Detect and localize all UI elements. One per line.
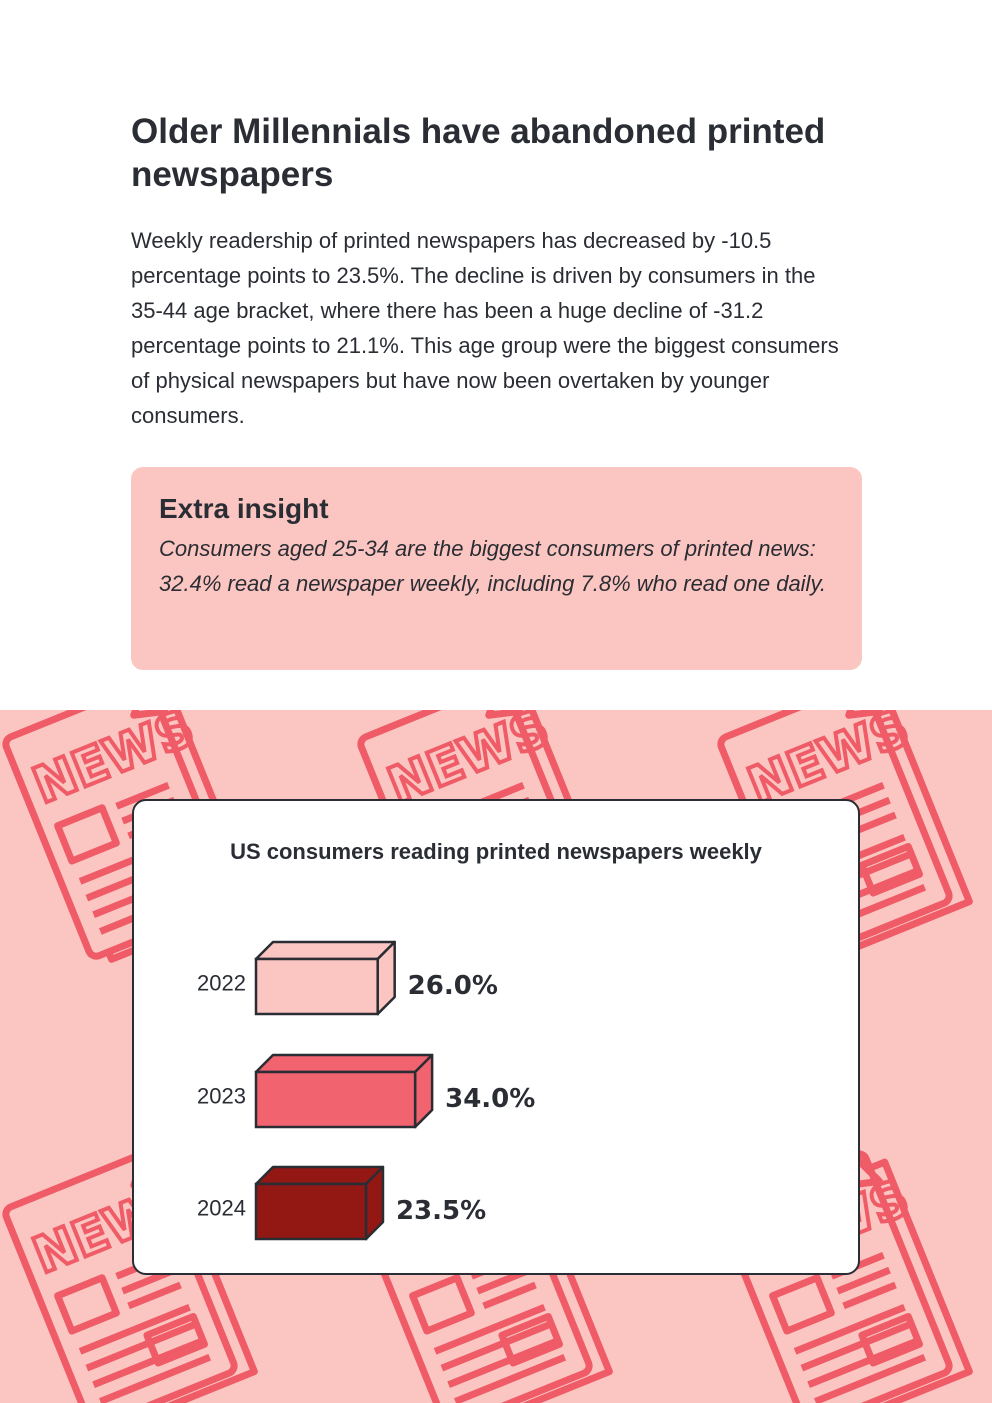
- bar-top-face: [254, 940, 396, 961]
- chart-card: US consumers reading printed newspapers …: [132, 799, 860, 1275]
- bar-top-face: [254, 1165, 385, 1186]
- bar-value-label: 26.0%: [408, 971, 498, 1001]
- insight-title: Extra insight: [159, 493, 329, 524]
- bar-category-label: 2023: [197, 1083, 246, 1108]
- bar-category-label: 2022: [197, 970, 246, 995]
- bar-2023: [254, 1053, 434, 1129]
- bar-top-face: [254, 1053, 434, 1074]
- bar-value-label: 23.5%: [396, 1196, 486, 1226]
- bar-chart: 2022 26.0% 2023 34.0% 2024 23.5%: [197, 940, 535, 1241]
- bar-2022: [254, 940, 396, 1016]
- page-title: Older Millennials have abandoned printed…: [131, 112, 826, 194]
- chart-section: NEWSNEWSNEWSNEWSNEWSNEWS US consumers re…: [0, 710, 992, 1403]
- insight-text: Consumers aged 25-34 are the biggest con…: [159, 536, 826, 596]
- bar-2024: [254, 1165, 385, 1241]
- bar-front-face: [254, 957, 379, 1016]
- intro-paragraph: Weekly readership of printed newspapers …: [131, 228, 839, 428]
- chart-title: US consumers reading printed newspapers …: [230, 839, 762, 864]
- bar-front-face: [254, 1182, 368, 1241]
- extra-insight-box: Extra insight Consumers aged 25-34 are t…: [131, 467, 862, 670]
- bar-front-face: [254, 1070, 417, 1129]
- bar-value-label: 34.0%: [445, 1084, 535, 1114]
- bar-category-label: 2024: [197, 1195, 246, 1220]
